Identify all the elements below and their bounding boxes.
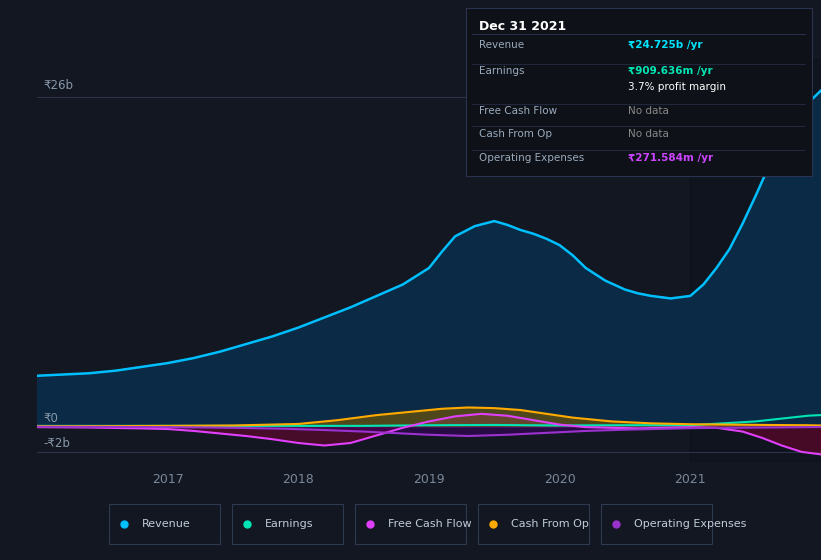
Text: Earnings: Earnings [264,519,314,529]
FancyBboxPatch shape [478,504,589,544]
Text: No data: No data [628,129,669,139]
Text: Free Cash Flow: Free Cash Flow [479,106,557,116]
FancyBboxPatch shape [602,504,713,544]
Text: Earnings: Earnings [479,66,525,76]
Bar [690,59,821,462]
Text: Cash From Op: Cash From Op [479,129,553,139]
Text: ₹0: ₹0 [44,412,58,424]
Text: ₹26b: ₹26b [44,79,73,92]
Text: Operating Expenses: Operating Expenses [479,153,585,163]
Text: ₹271.584m /yr: ₹271.584m /yr [628,153,713,163]
Text: Operating Expenses: Operating Expenses [635,519,746,529]
Text: Revenue: Revenue [141,519,190,529]
FancyBboxPatch shape [355,504,466,544]
Text: Revenue: Revenue [479,40,525,50]
Text: ₹909.636m /yr: ₹909.636m /yr [628,66,713,76]
FancyBboxPatch shape [232,504,343,544]
Text: Cash From Op: Cash From Op [511,519,589,529]
FancyBboxPatch shape [108,504,220,544]
Text: 3.7% profit margin: 3.7% profit margin [628,82,727,92]
Text: ₹24.725b /yr: ₹24.725b /yr [628,40,703,50]
Text: -₹2b: -₹2b [44,437,71,450]
Text: Free Cash Flow: Free Cash Flow [388,519,471,529]
Text: No data: No data [628,106,669,116]
Text: Dec 31 2021: Dec 31 2021 [479,20,566,33]
